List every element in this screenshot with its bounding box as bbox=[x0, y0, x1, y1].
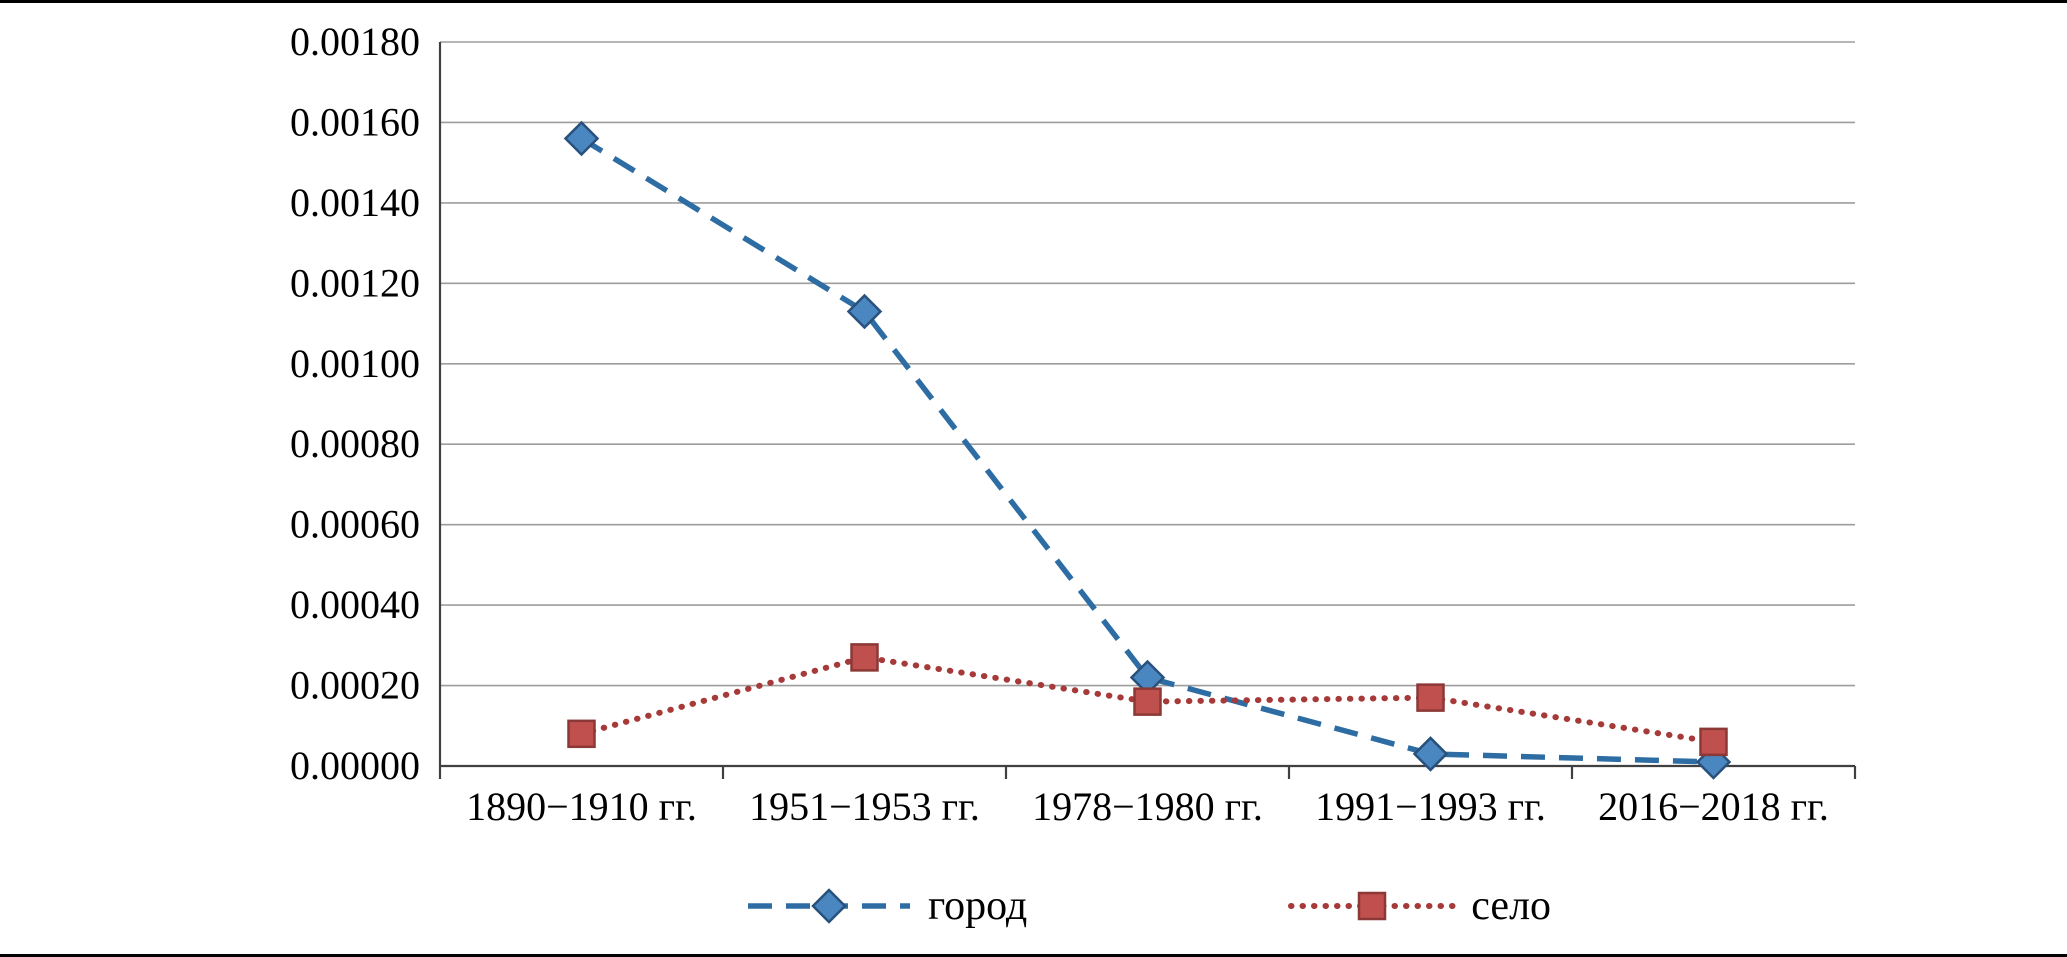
line-chart: 0.00000 0.00020 0.00040 0.00060 0.00080 0.001… bbox=[290, 19, 1857, 829]
y-tick-label: 0.00000 bbox=[290, 743, 420, 788]
y-tick-label: 0.00120 bbox=[290, 260, 420, 305]
data-point-diamond bbox=[1412, 736, 1449, 772]
legend-item-village: село bbox=[1287, 884, 1551, 928]
x-category-label: 1951−1953 гг. bbox=[749, 784, 980, 829]
y-tick-label: 0.00080 bbox=[290, 421, 420, 466]
top-frame-line bbox=[0, 0, 2067, 3]
data-point-square bbox=[567, 719, 596, 749]
y-tick-label: 0.00040 bbox=[290, 582, 420, 627]
legend-label-village: село bbox=[1471, 883, 1552, 929]
x-category-label: 1991−1993 гг. bbox=[1315, 784, 1546, 829]
y-tick-label: 0.00100 bbox=[290, 341, 420, 386]
y-tick-label: 0.00060 bbox=[290, 502, 420, 547]
y-tick-label: 0.00140 bbox=[290, 180, 420, 225]
data-point-diamond bbox=[846, 293, 883, 330]
x-category-label: 1978−1980 гг. bbox=[1032, 784, 1263, 829]
x-category-label: 2016−2018 гг. bbox=[1598, 784, 1829, 829]
data-point-square bbox=[1699, 727, 1728, 757]
y-tick-label: 0.00020 bbox=[290, 663, 420, 708]
series-line-город bbox=[580, 136, 1714, 765]
legend-city-line-sample bbox=[747, 888, 910, 924]
x-category-label: 1890−1910 гг. bbox=[466, 784, 697, 829]
data-point-square bbox=[850, 643, 879, 672]
data-point-square bbox=[1416, 683, 1445, 712]
y-tick-label: 0.00180 bbox=[290, 19, 420, 64]
series-line-село bbox=[578, 654, 1717, 745]
legend-label-city: город bbox=[927, 883, 1028, 929]
bottom-frame-line bbox=[0, 954, 2067, 957]
chart-legend: город село bbox=[440, 878, 1855, 934]
data-point-square bbox=[1133, 687, 1162, 716]
data-point-square bbox=[1358, 891, 1387, 921]
legend-village-line-sample bbox=[1288, 891, 1457, 921]
legend-item-city: город bbox=[744, 884, 1027, 928]
data-point-diamond bbox=[811, 888, 847, 924]
y-tick-label: 0.00160 bbox=[290, 99, 420, 144]
data-point-diamond bbox=[563, 120, 600, 157]
